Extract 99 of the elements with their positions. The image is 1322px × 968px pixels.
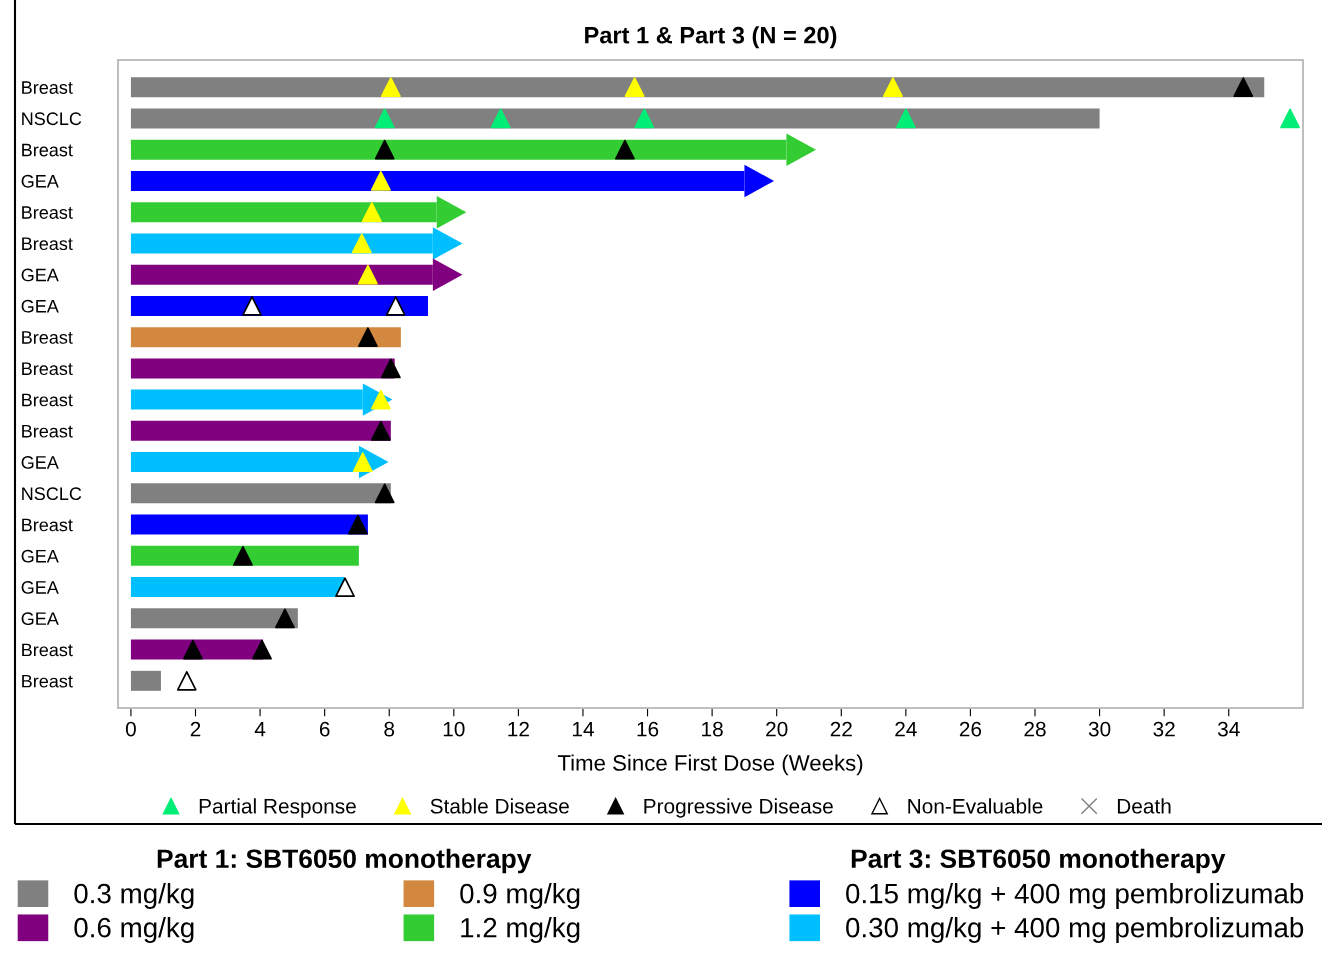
x-tick-label: 28 [1024, 721, 1046, 737]
point [183, 639, 203, 660]
y-tick-label: Breast [22, 81, 73, 94]
bar [130, 670, 161, 691]
bar [130, 358, 395, 379]
point [352, 452, 373, 472]
y-tick-label: GEA [21, 174, 59, 188]
bar [130, 577, 345, 598]
legend-label: 0.30 mg/kg + 400 mg pembrolizumab [846, 917, 1304, 943]
point [436, 195, 467, 229]
point [374, 139, 395, 160]
x-tick-label: 32 [1153, 721, 1175, 737]
x-tick-label: 18 [702, 721, 723, 737]
x-tick-label: 30 [1088, 721, 1111, 737]
point [242, 296, 262, 316]
point [744, 164, 775, 198]
point [490, 108, 511, 129]
bar [130, 108, 1100, 129]
text: Part 1: SBT6050 monotherapy [157, 848, 532, 874]
point [1280, 108, 1300, 129]
y-tick-label: NSCLC [22, 112, 82, 126]
y-tick-label: Breast [22, 674, 73, 688]
chart-title: Part 1 & Part 3 (N = 20) [585, 26, 837, 49]
x-tick-label: 16 [637, 721, 659, 737]
x-tick-label: 4 [254, 721, 266, 737]
y-tick-label: Breast [22, 331, 73, 344]
text: Part 3: SBT6050 monotherapy [851, 848, 1226, 874]
point [252, 639, 272, 660]
point [233, 545, 253, 566]
x-tick-label: 12 [508, 721, 529, 737]
point [176, 670, 197, 691]
y-tick-label: Breast [22, 518, 73, 532]
legend-label: 0.15 mg/kg + 400 mg pembrolizumab [846, 883, 1304, 909]
point [358, 327, 378, 348]
point [380, 358, 401, 379]
y-tick-label: Breast [22, 362, 73, 376]
point [351, 233, 372, 254]
y-tick-label: Breast [22, 206, 73, 219]
point [1233, 77, 1254, 98]
x-tick-label: 22 [830, 721, 852, 737]
y-tick-label: GEA [21, 456, 59, 469]
x-tick-label: 26 [959, 721, 982, 737]
legend-label: 0.3 mg/kg [74, 883, 194, 909]
y-tick-label: NSCLC [22, 487, 82, 501]
y-tick-label: GEA [21, 612, 59, 626]
bar [130, 545, 359, 566]
point [335, 577, 355, 597]
x-tick-label: 20 [766, 721, 788, 737]
point [361, 202, 382, 223]
point [374, 483, 395, 504]
legend-label: Stable Disease [430, 798, 569, 814]
point [380, 77, 401, 98]
point [615, 139, 635, 160]
point [374, 108, 395, 129]
y-tick-label: Breast [22, 393, 73, 407]
x-axis-title: Time Since First Dose (Weeks) [557, 754, 863, 776]
y-tick-label: Breast [22, 237, 73, 251]
y-tick-label: Breast [22, 143, 73, 157]
point [432, 258, 463, 291]
legend-label: Non-Evaluable [908, 798, 1043, 814]
point [634, 108, 655, 129]
point [432, 227, 463, 260]
point [385, 296, 406, 316]
bar [130, 483, 391, 504]
x-tick-label: 8 [384, 721, 395, 737]
point [358, 264, 378, 285]
point [275, 608, 295, 629]
y-tick-label: GEA [21, 268, 59, 282]
bar [130, 295, 428, 316]
point [624, 77, 645, 98]
y-tick-label: Breast [22, 643, 73, 657]
x-tick-label: 24 [895, 721, 917, 737]
x-tick-label: 2 [190, 721, 201, 737]
bar [130, 514, 368, 535]
legend-label: Death [1117, 798, 1171, 814]
point [370, 420, 391, 441]
legend-label: 1.2 mg/kg [461, 917, 580, 943]
y-tick-label: Breast [22, 424, 73, 438]
bar [130, 420, 391, 441]
x-tick-label: 34 [1217, 721, 1240, 737]
bar [130, 77, 1265, 98]
x-tick-label: 0 [125, 721, 136, 737]
y-tick-label: GEA [21, 299, 59, 313]
point [370, 171, 391, 191]
legend-label: Partial Response [199, 798, 356, 818]
x-tick-label: 14 [572, 721, 594, 737]
bar [130, 608, 298, 629]
y-tick-label: GEA [21, 549, 59, 563]
x-tick-label: 10 [443, 721, 465, 737]
point [895, 108, 916, 129]
x-tick-label: 6 [319, 721, 330, 737]
legend-label: Progressive Disease [644, 798, 833, 818]
bar [130, 327, 401, 348]
legend-label: 0.6 mg/kg [74, 917, 194, 943]
point [786, 133, 817, 166]
point [883, 77, 903, 98]
y-tick-label: GEA [21, 581, 59, 594]
legend-label: 0.9 mg/kg [460, 883, 580, 909]
point [348, 514, 368, 535]
